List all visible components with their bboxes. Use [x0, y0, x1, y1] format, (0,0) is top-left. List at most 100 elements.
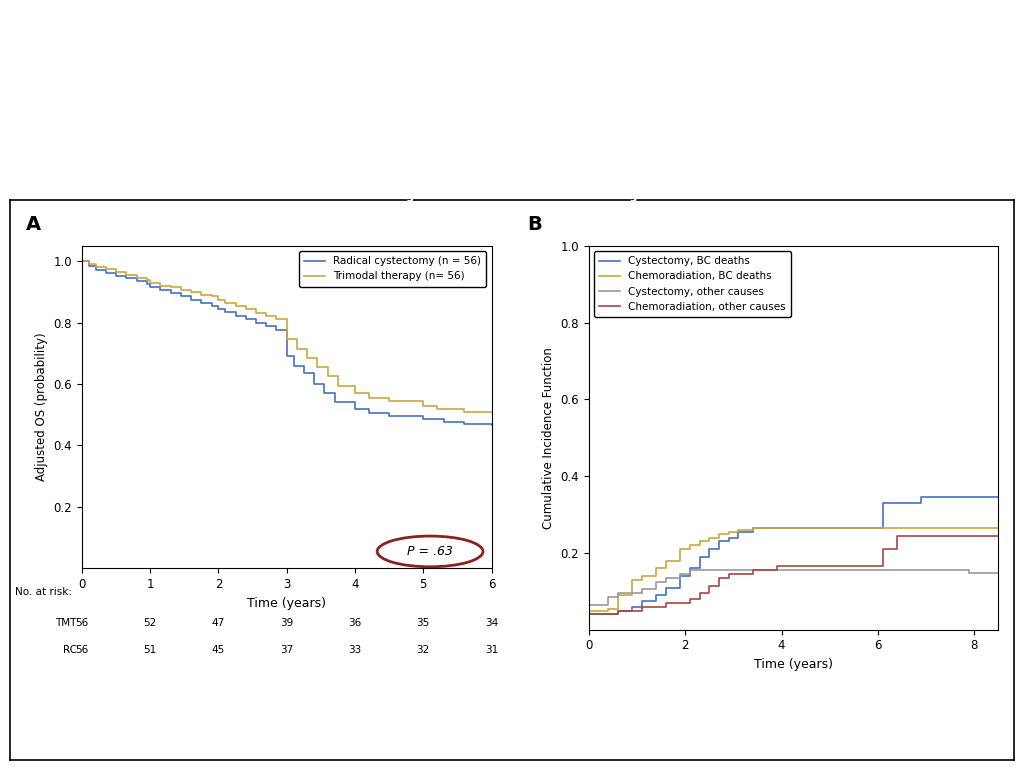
Trimodal therapy (n= 56): [291, 344, 303, 353]
Line: Cystectomy, BC deaths: Cystectomy, BC deaths: [589, 498, 998, 614]
Chemoradiation, other causes: [626, 606, 638, 615]
Radical cystectomy (n = 56): [165, 289, 177, 298]
Text: 36: 36: [348, 618, 361, 628]
Chemoradiation, BC deaths: [915, 524, 928, 533]
Cystectomy, other causes: [771, 565, 783, 574]
Trimodal therapy (n= 56): [349, 389, 361, 398]
Chemoradiation, BC deaths: [636, 571, 648, 581]
Chemoradiation, other causes: [703, 581, 716, 590]
Radical cystectomy (n = 56): [229, 312, 242, 321]
Cystectomy, other causes: [602, 593, 614, 602]
Trimodal therapy (n= 56): [322, 372, 334, 381]
Chemoradiation, BC deaths: [732, 525, 744, 535]
X-axis label: Time (years): Time (years): [754, 658, 834, 671]
Cystectomy, BC deaths: [992, 493, 1005, 502]
Trimodal therapy (n= 56): [240, 304, 252, 313]
Radical cystectomy (n = 56): [206, 301, 218, 310]
Chemoradiation, BC deaths: [867, 524, 880, 533]
Cystectomy, BC deaths: [722, 533, 734, 542]
Trimodal therapy (n= 56): [110, 267, 122, 276]
Chemoradiation, BC deaths: [964, 524, 976, 533]
Cystectomy, other causes: [722, 565, 734, 574]
Cystectomy, other causes: [795, 565, 807, 574]
Trimodal therapy (n= 56): [165, 283, 177, 292]
Text: 31: 31: [485, 645, 498, 655]
Cystectomy, BC deaths: [693, 552, 706, 561]
Text: 37: 37: [281, 645, 293, 655]
Cystectomy, BC deaths: [583, 610, 595, 619]
Radical cystectomy (n = 56): [130, 276, 142, 286]
Text: GS için benzer sonuçlar: GS için benzer sonuçlar: [346, 178, 678, 202]
Chemoradiation, other causes: [795, 562, 807, 571]
Trimodal therapy (n= 56): [120, 270, 132, 280]
Cystectomy, BC deaths: [939, 493, 951, 502]
Trimodal therapy (n= 56): [260, 312, 272, 321]
Chemoradiation, BC deaths: [626, 575, 638, 584]
Cystectomy, other causes: [891, 565, 903, 574]
Text: 51: 51: [143, 645, 157, 655]
Text: 52: 52: [143, 618, 157, 628]
Radical cystectomy (n = 56): [83, 261, 95, 270]
Chemoradiation, other causes: [964, 531, 976, 541]
Chemoradiation, BC deaths: [703, 533, 716, 542]
Cystectomy, BC deaths: [636, 596, 648, 605]
Trimodal therapy (n= 56): [270, 315, 283, 324]
Chemoradiation, other causes: [867, 562, 880, 571]
Y-axis label: Cumulative Incidence Function: Cumulative Incidence Function: [542, 347, 555, 528]
Cystectomy, other causes: [843, 565, 855, 574]
Cystectomy, BC deaths: [650, 591, 663, 600]
Trimodal therapy (n= 56): [485, 409, 498, 418]
Text: 47: 47: [212, 618, 225, 628]
Cystectomy, other causes: [611, 588, 624, 598]
Chemoradiation, other causes: [583, 610, 595, 619]
Radical cystectomy (n = 56): [281, 352, 293, 361]
Cystectomy, other causes: [693, 565, 706, 574]
Chemoradiation, other causes: [602, 610, 614, 619]
Chemoradiation, other causes: [877, 545, 889, 554]
Chemoradiation, BC deaths: [746, 524, 759, 533]
Chemoradiation, BC deaths: [611, 591, 624, 600]
Trimodal therapy (n= 56): [431, 404, 443, 413]
Trimodal therapy (n= 56): [144, 278, 157, 287]
Chemoradiation, other causes: [636, 602, 648, 611]
Chemoradiation, other causes: [819, 562, 831, 571]
Radical cystectomy (n = 56): [120, 273, 132, 283]
Radical cystectomy (n = 56): [89, 266, 101, 275]
Cystectomy, BC deaths: [732, 527, 744, 536]
Cystectomy, other causes: [684, 565, 696, 574]
Cystectomy, other causes: [626, 588, 638, 598]
Cystectomy, BC deaths: [746, 524, 759, 533]
Radical cystectomy (n = 56): [155, 286, 167, 295]
Cystectomy, BC deaths: [867, 524, 880, 533]
Text: B: B: [527, 215, 542, 234]
Trimodal therapy (n= 56): [301, 353, 313, 362]
Line: Chemoradiation, other causes: Chemoradiation, other causes: [589, 536, 998, 614]
Trimodal therapy (n= 56): [99, 264, 112, 273]
Text: RC: RC: [62, 645, 77, 655]
Cystectomy, BC deaths: [659, 583, 672, 592]
Cystectomy, BC deaths: [611, 606, 624, 615]
Text: A: A: [26, 215, 41, 234]
Trimodal therapy (n= 56): [417, 401, 429, 410]
Trimodal therapy (n= 56): [206, 292, 218, 301]
Cystectomy, other causes: [746, 565, 759, 574]
Radical cystectomy (n = 56): [298, 369, 310, 378]
Line: Trimodal therapy (n= 56): Trimodal therapy (n= 56): [82, 261, 492, 413]
Chemoradiation, BC deaths: [939, 524, 951, 533]
Text: TMT: TMT: [55, 618, 77, 628]
Legend: Radical cystectomy (n = 56), Trimodal therapy (n= 56): Radical cystectomy (n = 56), Trimodal th…: [299, 251, 486, 286]
Trimodal therapy (n= 56): [175, 286, 187, 295]
Cystectomy, BC deaths: [877, 498, 889, 508]
Trimodal therapy (n= 56): [212, 295, 224, 304]
Chemoradiation, other causes: [939, 531, 951, 541]
Trimodal therapy (n= 56): [140, 275, 153, 284]
Cystectomy, other causes: [583, 601, 595, 610]
Cystectomy, other causes: [939, 565, 951, 574]
Radical cystectomy (n = 56): [99, 269, 112, 278]
Y-axis label: Adjusted OS (probability): Adjusted OS (probability): [35, 333, 48, 482]
Radical cystectomy (n = 56): [185, 295, 198, 304]
Line: Cystectomy, other causes: Cystectomy, other causes: [589, 570, 998, 605]
X-axis label: Time (years): Time (years): [247, 597, 327, 610]
Text: 56: 56: [76, 645, 88, 655]
Cystectomy, BC deaths: [964, 493, 976, 502]
